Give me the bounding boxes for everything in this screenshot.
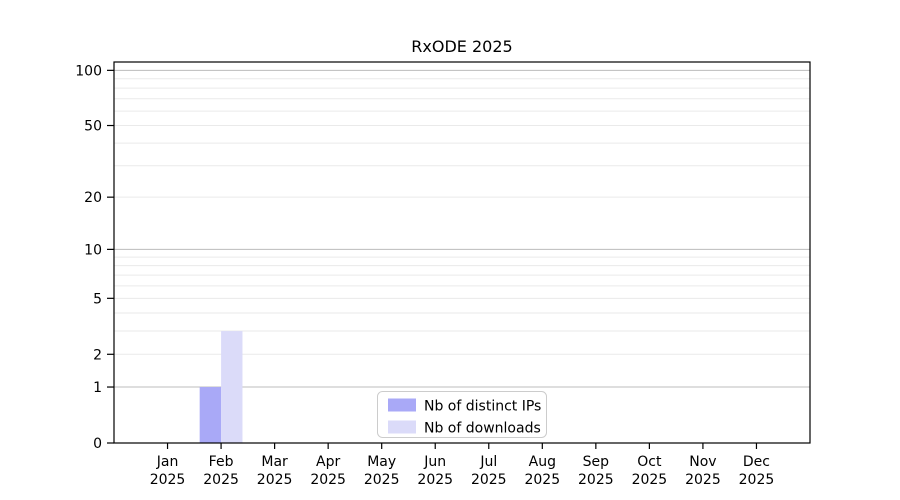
bar-layer	[199, 331, 243, 443]
y-tick-label: 5	[93, 291, 102, 307]
y-tick-label: 2	[93, 347, 102, 363]
x-tick-label-month: Sep	[583, 454, 610, 470]
axis-layer: 0 1 2 5 10 20 50 100 Jan 2025 Feb 2025 Mar 2025 Apr 202…	[75, 61, 811, 488]
bar-feb-nb-of-downloads	[221, 331, 243, 443]
x-tick-label-year: 2025	[739, 472, 775, 488]
x-tick-label-year: 2025	[578, 472, 614, 488]
y-tick-label: 20	[84, 190, 102, 206]
x-tick-label-month: Oct	[637, 454, 662, 470]
x-tick-label-year: 2025	[310, 472, 346, 488]
legend-label-downloads: Nb of downloads	[424, 421, 541, 437]
legend-label-distinct-ips: Nb of distinct IPs	[424, 399, 541, 415]
legend-box	[377, 391, 547, 438]
x-tick-label-month: Apr	[316, 454, 340, 470]
grid-layer	[114, 69, 810, 388]
legend-swatch-downloads	[388, 420, 416, 434]
x-tick-label-year: 2025	[524, 472, 560, 488]
x-tick-label-month: Nov	[689, 454, 716, 470]
x-tick-label-month: Aug	[529, 454, 556, 470]
y-tick-label: 100	[75, 63, 102, 79]
x-tick-label-month: Dec	[743, 454, 770, 470]
y-tick-label: 0	[93, 436, 102, 452]
y-tick-label: 1	[93, 380, 102, 396]
x-tick-label-year: 2025	[257, 472, 293, 488]
y-tick-label: 10	[84, 242, 102, 258]
x-tick-label-month: May	[367, 454, 396, 470]
legend-swatch-distinct-ips	[388, 398, 416, 412]
x-tick-label-year: 2025	[150, 472, 186, 488]
x-tick-label-month: Jul	[479, 454, 497, 470]
x-tick-label-year: 2025	[632, 472, 668, 488]
bar-feb-nb-of-distinct-ips	[199, 387, 222, 443]
x-tick-label-year: 2025	[203, 472, 239, 488]
x-tick-label-month: Jan	[156, 454, 179, 470]
y-tick-label: 50	[84, 119, 102, 135]
legend: Nb of distinct IPs Nb of downloads	[377, 391, 547, 438]
x-tick-label-month: Jun	[423, 454, 446, 470]
x-tick-label-year: 2025	[685, 472, 721, 488]
plot-border	[113, 61, 811, 444]
x-tick-label-year: 2025	[471, 472, 507, 488]
x-tick-label-year: 2025	[364, 472, 400, 488]
x-tick-label-year: 2025	[417, 472, 453, 488]
chart-title: RxODE 2025	[411, 37, 512, 56]
x-tick-label-month: Feb	[209, 454, 234, 470]
x-tick-label-month: Mar	[261, 454, 288, 470]
